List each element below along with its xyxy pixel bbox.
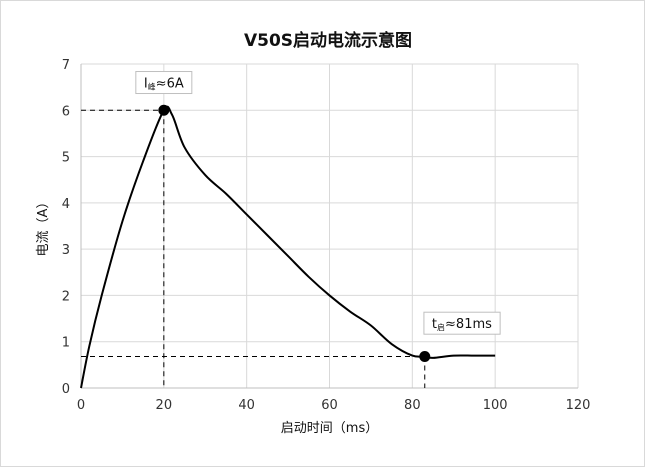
x-tick-label: 0: [77, 398, 85, 413]
data-point-marker: [419, 351, 431, 363]
y-tick-label: 2: [62, 289, 70, 304]
y-tick-label: 0: [62, 382, 70, 397]
axes: 0 20 40 60 80 100 120 0 1 2 3 4 5 6 7: [62, 58, 591, 413]
y-tick-label: 6: [62, 104, 70, 119]
current-series-line: [80, 105, 496, 389]
y-tick-label: 5: [62, 151, 70, 166]
marker-layer: [158, 104, 431, 363]
annotation-box: [135, 71, 193, 95]
annotation-box: [423, 311, 501, 335]
y-tick-label: 1: [62, 336, 70, 351]
x-tick-label: 20: [156, 398, 173, 413]
grid-lines: [81, 63, 579, 388]
annotation-callout: t启≈81ms: [423, 311, 501, 335]
reference-lines: [81, 109, 426, 388]
annotation-callout: I峰≈6A: [135, 71, 193, 95]
x-axis-title: 启动时间（ms）: [281, 421, 378, 436]
x-tick-label: 100: [483, 398, 508, 413]
data-point-marker: [158, 104, 170, 116]
annotation-layer: I峰≈6A t启≈81ms: [135, 71, 501, 335]
x-tick-label: 40: [238, 398, 255, 413]
x-tick-label: 120: [566, 398, 591, 413]
annotation-label: t启≈81ms: [432, 317, 492, 332]
annotation-label: I峰≈6A: [144, 77, 184, 92]
y-axis-title: 电流（A）: [36, 196, 51, 257]
x-tick-label: 80: [404, 398, 421, 413]
series-layer: [80, 105, 496, 389]
y-tick-label: 7: [62, 58, 70, 73]
y-tick-label: 3: [62, 243, 70, 258]
x-tick-label: 60: [321, 398, 338, 413]
y-tick-label: 4: [62, 197, 70, 212]
chart-title: V50S启动电流示意图: [244, 30, 412, 51]
